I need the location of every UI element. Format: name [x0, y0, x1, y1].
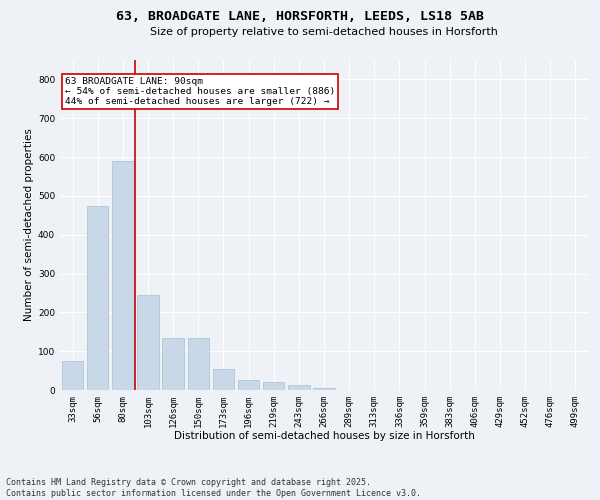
Bar: [87, 206, 109, 390]
Bar: [163, 338, 184, 390]
Title: Size of property relative to semi-detached houses in Horsforth: Size of property relative to semi-detach…: [150, 27, 498, 37]
Bar: [238, 380, 259, 390]
Bar: [112, 161, 134, 390]
Bar: [313, 388, 335, 390]
X-axis label: Distribution of semi-detached houses by size in Horsforth: Distribution of semi-detached houses by …: [173, 432, 475, 442]
Text: 63, BROADGATE LANE, HORSFORTH, LEEDS, LS18 5AB: 63, BROADGATE LANE, HORSFORTH, LEEDS, LS…: [116, 10, 484, 23]
Bar: [188, 338, 209, 390]
Bar: [137, 295, 158, 390]
Bar: [213, 368, 234, 390]
Y-axis label: Number of semi-detached properties: Number of semi-detached properties: [24, 128, 34, 322]
Text: Contains HM Land Registry data © Crown copyright and database right 2025.
Contai: Contains HM Land Registry data © Crown c…: [6, 478, 421, 498]
Bar: [288, 386, 310, 390]
Text: 63 BROADGATE LANE: 90sqm
← 54% of semi-detached houses are smaller (886)
44% of : 63 BROADGATE LANE: 90sqm ← 54% of semi-d…: [65, 76, 335, 106]
Bar: [62, 361, 83, 390]
Bar: [263, 382, 284, 390]
